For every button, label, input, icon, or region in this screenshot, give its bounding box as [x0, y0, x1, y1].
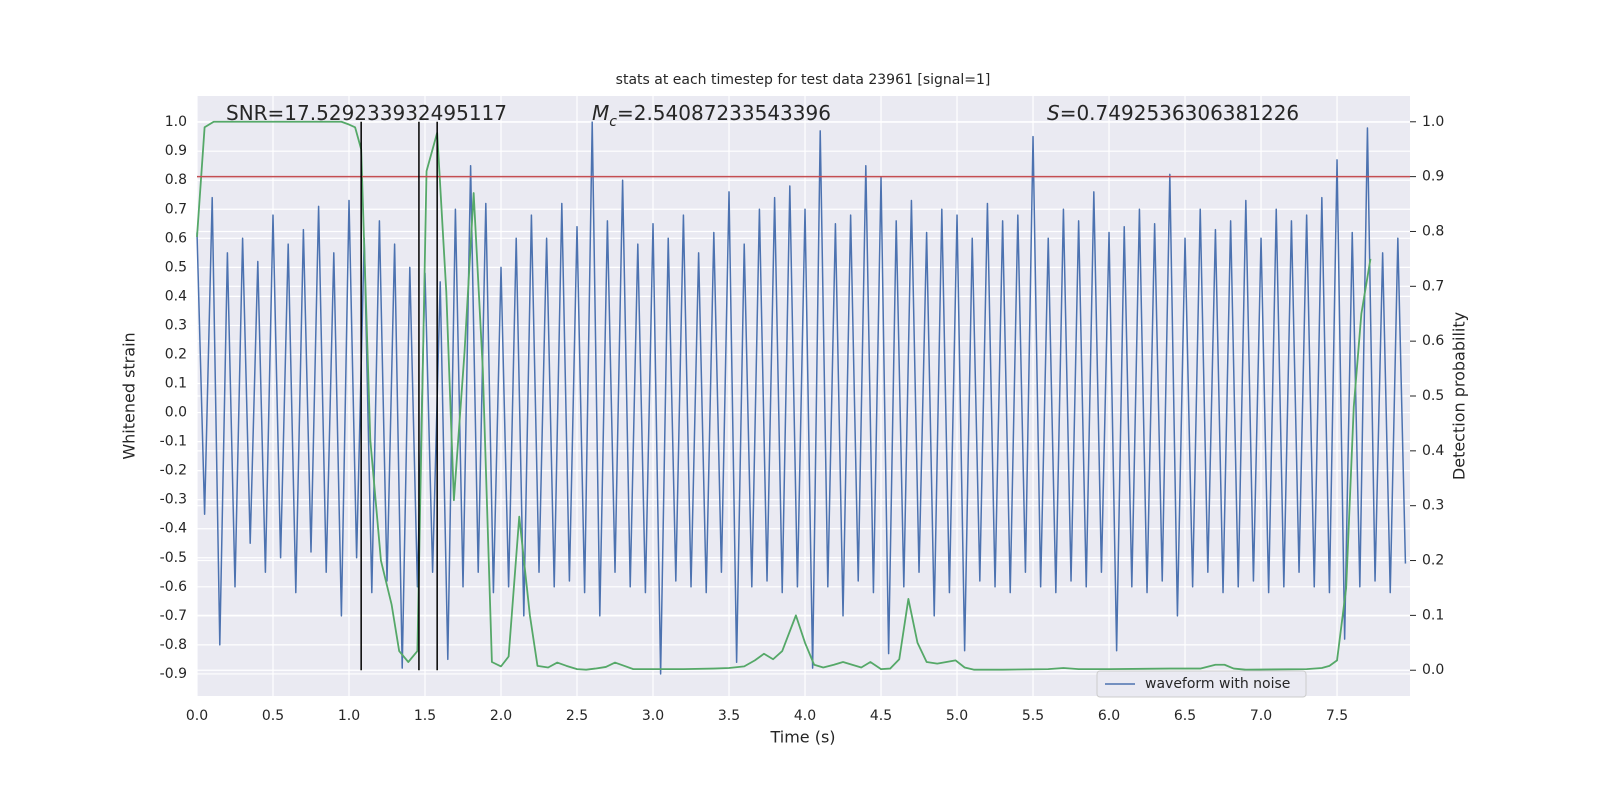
y2-axis-label: Detection probability — [1450, 312, 1469, 480]
annotation: S=0.7492536306381226 — [1047, 101, 1299, 125]
x-tick-label: 7.5 — [1326, 708, 1348, 724]
y-tick-label: 0.8 — [165, 172, 187, 188]
y-tick-label: 0.9 — [165, 143, 187, 159]
y-tick-label: -0.8 — [160, 637, 187, 653]
y2-tick-label: 0.6 — [1422, 333, 1444, 349]
grid — [196, 96, 1410, 696]
x-tick-label: 0.5 — [262, 708, 284, 724]
x-tick-label: 2.0 — [490, 708, 512, 724]
y2-tick-label: 0.3 — [1422, 498, 1444, 514]
y-tick-label: -0.1 — [160, 434, 187, 450]
annotation-subscript: c — [609, 114, 617, 130]
y2-tick-label: 0.8 — [1422, 223, 1444, 239]
y-tick-label: -0.9 — [160, 666, 187, 682]
y-tick-label: 0.0 — [165, 405, 187, 421]
y-tick-label: 0.2 — [165, 346, 187, 362]
x-tick-label: 6.0 — [1098, 708, 1120, 724]
annotation-text: SNR=17.529233932495117 — [226, 101, 507, 125]
labels: 0.0 0.5 1.0 1.5 2.0 2.5 3.0 3.5 4.0 4.5 5.0 5.5 6.0 6… — [160, 101, 1445, 725]
x-tick-label: 5.0 — [946, 708, 968, 724]
y2-tick-label: 0.7 — [1422, 278, 1444, 294]
y-tick-label: 1.0 — [165, 114, 187, 130]
y-tick-label: 0.4 — [165, 288, 187, 304]
y2-tick-label: 0.5 — [1422, 388, 1444, 404]
annotation: SNR=17.529233932495117 — [226, 101, 507, 125]
x-axis-label: Time (s) — [769, 728, 835, 747]
annotation: Mc=2.54087233543396 — [592, 101, 831, 131]
y-tick-label: -0.6 — [160, 579, 187, 595]
annotation-symbol: M — [592, 101, 609, 125]
chart-title: stats at each timestep for test data 239… — [616, 72, 991, 88]
x-tick-label: 4.5 — [870, 708, 892, 724]
x-tick-label: 3.5 — [718, 708, 740, 724]
waveform-line — [196, 121, 1407, 675]
y2-tick-label: 0.4 — [1422, 443, 1444, 459]
y-tick-label: 0.7 — [165, 201, 187, 217]
marks — [196, 120, 1410, 675]
x-tick-label: 1.0 — [338, 708, 360, 724]
x-tick-label: 6.5 — [1174, 708, 1196, 724]
y2-tick-label: 0.0 — [1422, 662, 1444, 678]
x-tick-label: 7.0 — [1250, 708, 1272, 724]
x-tick-label: 0.0 — [186, 708, 208, 724]
x-tick-label: 4.0 — [794, 708, 816, 724]
y2-tick-label: 1.0 — [1422, 114, 1444, 130]
probability-line — [196, 120, 1372, 671]
y2-tick-label: 0.2 — [1422, 553, 1444, 569]
y2-tick-label: 0.1 — [1422, 607, 1444, 623]
y-tick-label: -0.7 — [160, 608, 187, 624]
x-tick-label: 5.5 — [1022, 708, 1044, 724]
x-tick-label: 3.0 — [642, 708, 664, 724]
annotation-text: =0.7492536306381226 — [1060, 101, 1299, 125]
annotation-text: =2.54087233543396 — [617, 101, 831, 125]
y-tick-label: -0.4 — [160, 521, 187, 537]
legend-label: waveform with noise — [1145, 676, 1290, 692]
y-tick-label: -0.5 — [160, 550, 187, 566]
legend-box — [1096, 670, 1307, 698]
y-tick-label: 0.3 — [165, 317, 187, 333]
y-tick-label: 0.6 — [165, 230, 187, 246]
y2-tick-label: 0.9 — [1422, 169, 1444, 185]
x-tick-label: 1.5 — [414, 708, 436, 724]
y-axis-label: Whitened strain — [120, 332, 139, 459]
y-tick-label: -0.3 — [160, 492, 187, 508]
y-tick-label: 0.1 — [165, 376, 187, 392]
y-tick-label: 0.5 — [165, 259, 187, 275]
x-tick-label: 2.5 — [566, 708, 588, 724]
y-tick-label: -0.2 — [160, 463, 187, 479]
annotation-symbol: S — [1047, 101, 1060, 125]
